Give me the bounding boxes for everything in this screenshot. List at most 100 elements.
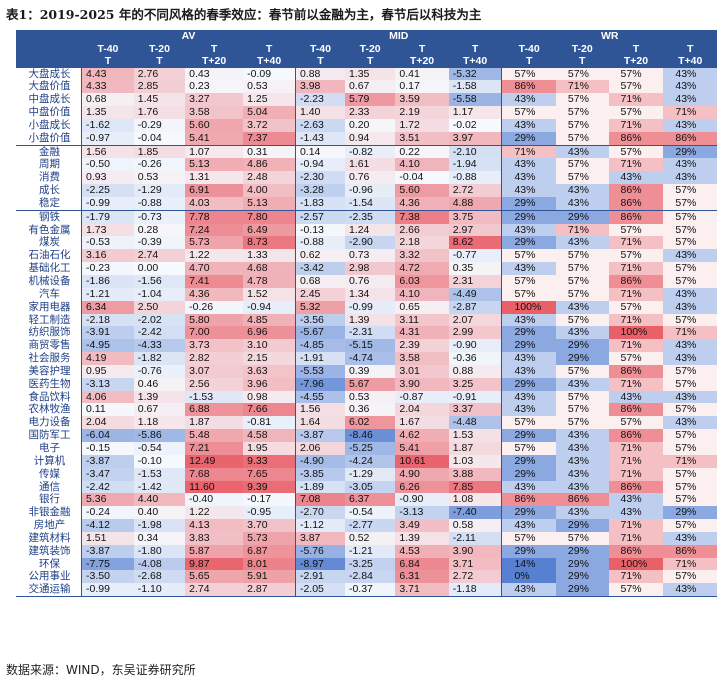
av-cell: 4.68 bbox=[243, 262, 296, 275]
wr-cell: 0% bbox=[501, 570, 556, 584]
mid-cell: -1.29 bbox=[344, 467, 396, 481]
av-cell: 2.74 bbox=[133, 249, 186, 263]
wr-cell: 100% bbox=[501, 300, 556, 314]
group-wr-header: WR bbox=[501, 30, 717, 43]
av-cell: -0.73 bbox=[133, 209, 186, 224]
table-row: 成长 -2.25 -1.29 6.91 4.00 -3.28 -0.96 5.60 2.72 43… bbox=[16, 184, 717, 197]
wr-cell: 43% bbox=[663, 118, 717, 132]
av-cell: 1.07 bbox=[185, 144, 244, 159]
mid-cell: 2.39 bbox=[395, 339, 449, 353]
wr-cell: 43% bbox=[501, 118, 556, 132]
wr-cell: 86% bbox=[608, 184, 664, 197]
mid-cell: -7.40 bbox=[448, 506, 502, 520]
wr-cell: 86% bbox=[608, 480, 664, 494]
wr-cell: 29% bbox=[555, 519, 609, 532]
av-cell: 9.33 bbox=[243, 454, 296, 468]
av-cell: 7.66 bbox=[243, 403, 296, 417]
mid-cell: 0.68 bbox=[294, 275, 345, 288]
row-label: 钢铁 bbox=[16, 209, 82, 224]
mid-cell: -2.11 bbox=[448, 531, 502, 545]
wr-cell: 57% bbox=[608, 106, 664, 119]
row-label: 家用电器 bbox=[28, 300, 71, 313]
wr-col-top-1: T-20 bbox=[555, 42, 609, 55]
av-cell: 0.46 bbox=[133, 377, 186, 391]
row-label: 环保 bbox=[39, 557, 60, 570]
wr-cell: 57% bbox=[501, 287, 556, 301]
wr-cell: 57% bbox=[555, 287, 609, 301]
wr-cell: 57% bbox=[555, 131, 609, 146]
av-cell: 2.85 bbox=[133, 80, 186, 94]
av-cell: 5.60 bbox=[185, 118, 244, 132]
mid-cell: 3.25 bbox=[448, 377, 502, 391]
mid-cell: -3.42 bbox=[294, 262, 345, 275]
mid-cell: 1.17 bbox=[448, 106, 502, 119]
table-row: 大盘成长 4.43 2.76 0.43 -0.09 0.88 1.35 0.41 -5.32 57… bbox=[16, 67, 717, 81]
av-cell: 2.48 bbox=[243, 171, 296, 185]
mid-cell: 0.88 bbox=[294, 67, 345, 81]
av-cell: 7.41 bbox=[185, 275, 244, 288]
table-row: 国防军工 -6.04 -5.86 5.48 4.58 -3.87 -8.46 4.62 1.53… bbox=[16, 429, 717, 442]
wr-cell: 71% bbox=[608, 287, 664, 301]
av-cell: 1.22 bbox=[185, 249, 244, 263]
row-label: 医药生物 bbox=[28, 377, 71, 390]
wr-col-bottom-1: T bbox=[555, 54, 609, 68]
row-label: 周期 bbox=[39, 158, 60, 171]
wr-cell: 43% bbox=[608, 506, 664, 520]
mid-cell: -1.91 bbox=[294, 352, 345, 365]
header-corner bbox=[16, 30, 82, 43]
av-col-bottom-0: T bbox=[80, 54, 134, 68]
mid-cell: -2.90 bbox=[344, 236, 396, 250]
av-cell: 3.10 bbox=[243, 339, 296, 353]
wr-cell: 57% bbox=[555, 403, 609, 417]
wr-cell: 57% bbox=[555, 158, 609, 172]
row-label: 电力设备 bbox=[28, 416, 71, 429]
mid-cell: 2.99 bbox=[448, 326, 502, 340]
wr-cell: 43% bbox=[555, 196, 609, 211]
table-row: 煤炭 -0.53 -0.39 5.73 8.73 -0.88 -2.90 2.18 8.62 29… bbox=[16, 236, 717, 250]
av-cell: 5.73 bbox=[243, 531, 296, 545]
table-row: 小盘成长 -1.62 -0.29 5.60 3.72 -2.63 0.20 1.72 -0.02… bbox=[16, 118, 717, 132]
mid-cell: 6.02 bbox=[344, 416, 396, 430]
mid-cell: 3.71 bbox=[395, 583, 449, 598]
av-cell: 3.07 bbox=[185, 364, 244, 378]
av-cell: -4.33 bbox=[133, 339, 186, 353]
av-col-bottom-3: T+40 bbox=[243, 54, 296, 68]
wr-cell: 57% bbox=[501, 249, 556, 263]
wr-cell: 57% bbox=[663, 570, 717, 584]
wr-cell: 57% bbox=[663, 275, 717, 288]
mid-cell: -2.05 bbox=[294, 583, 345, 598]
wr-cell: 71% bbox=[608, 467, 664, 481]
mid-cell: 2.33 bbox=[344, 106, 396, 119]
mid-cell: -0.90 bbox=[448, 339, 502, 353]
mid-cell: -0.99 bbox=[344, 300, 396, 314]
row-label: 中盘价值 bbox=[28, 106, 71, 119]
av-cell: 1.22 bbox=[185, 506, 244, 520]
av-cell: -7.75 bbox=[80, 557, 134, 571]
wr-cell: 71% bbox=[608, 377, 664, 391]
wr-cell: 57% bbox=[555, 93, 609, 107]
mid-cell: -8.46 bbox=[344, 429, 396, 442]
wr-cell: 71% bbox=[608, 236, 664, 250]
av-cell: -0.53 bbox=[80, 236, 134, 250]
mid-cell: 3.11 bbox=[395, 313, 449, 327]
wr-cell: 71% bbox=[663, 454, 717, 468]
wr-cell: 29% bbox=[555, 352, 609, 365]
mid-cell: -0.37 bbox=[344, 583, 396, 598]
wr-cell: 29% bbox=[555, 339, 609, 353]
mid-cell: 5.41 bbox=[395, 441, 449, 455]
av-cell: 1.25 bbox=[243, 93, 296, 107]
wr-cell: 43% bbox=[501, 403, 556, 417]
mid-cell: -5.58 bbox=[448, 93, 502, 107]
wr-cell: 86% bbox=[501, 493, 556, 507]
wr-cell: 57% bbox=[663, 429, 717, 442]
mid-cell: 2.72 bbox=[448, 184, 502, 197]
mid-cell: 1.35 bbox=[344, 67, 396, 81]
av-cell: -3.91 bbox=[80, 326, 134, 340]
wr-cell: 43% bbox=[555, 377, 609, 391]
row-label: 食品饮料 bbox=[28, 390, 71, 403]
wr-cell: 43% bbox=[501, 93, 556, 107]
av-cell: -1.82 bbox=[133, 352, 186, 365]
mid-cell: -4.74 bbox=[344, 352, 396, 365]
wr-cell: 57% bbox=[501, 106, 556, 119]
table-row: 钢铁 -1.79 -0.73 7.78 7.80 -2.57 -2.35 7.38 3.75 29… bbox=[16, 209, 717, 224]
